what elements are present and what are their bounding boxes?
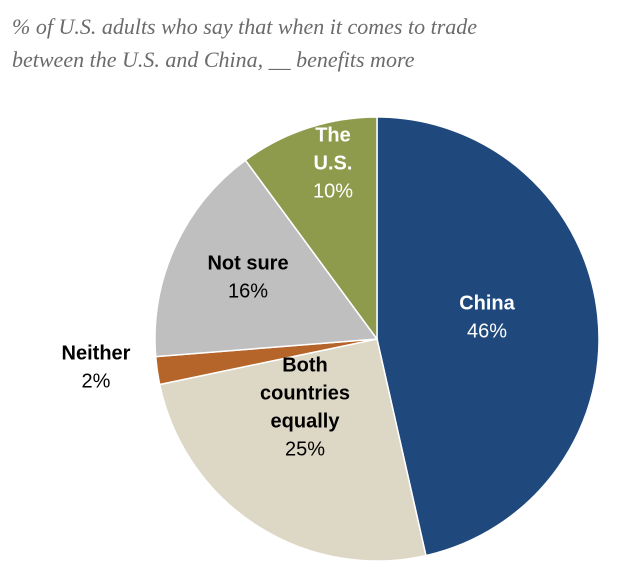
slice-value-the-u-s: 10% xyxy=(313,180,353,202)
subtitle-line-1: % of U.S. adults who say that when it co… xyxy=(12,14,478,39)
slice-value-neither: 2% xyxy=(82,370,111,392)
slice-label-both-countries-equally-line-2: countries xyxy=(260,382,350,404)
slice-label-the-u-s-line-1: The xyxy=(315,124,351,146)
slice-value-both-countries-equally: 25% xyxy=(285,438,325,460)
pie-slice-not-sure xyxy=(154,159,379,358)
slice-value-not-sure: 16% xyxy=(228,280,268,302)
slice-label-not-sure-line-1: Not sure xyxy=(207,252,288,274)
pie-slice-both-countries-equally xyxy=(158,338,427,562)
slice-label-the-u-s-line-2: U.S. xyxy=(314,152,353,174)
slice-label-neither-line-1: Neither xyxy=(62,342,131,364)
subtitle-line-2: between the U.S. and China, __ benefits … xyxy=(12,47,415,72)
pie-labels: China 46% Both countries equally 25% Neither 2%… xyxy=(62,124,516,460)
pie-slice-the-u-s xyxy=(244,116,378,342)
slice-label-both-countries-equally-line-1: Both xyxy=(282,354,328,376)
slice-label-both-countries-equally-line-3: equally xyxy=(271,410,341,432)
pie-slices xyxy=(154,116,600,562)
slice-label-china-line-1: China xyxy=(459,292,515,314)
pie-slice-china xyxy=(376,116,600,557)
chart-subtitle: % of U.S. adults who say that when it co… xyxy=(12,10,622,76)
slice-value-china: 46% xyxy=(467,320,507,342)
